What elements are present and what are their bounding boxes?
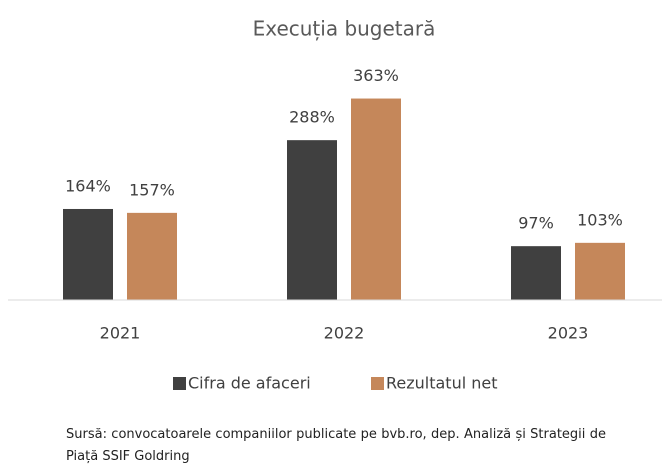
data-label: 157%	[129, 180, 175, 199]
x-tick-label: 2022	[324, 324, 365, 343]
legend-swatch	[173, 377, 186, 390]
chart-title: Execuția bugetară	[253, 17, 436, 41]
x-tick-label: 2023	[548, 324, 589, 343]
legend-swatch	[371, 377, 384, 390]
data-label: 164%	[65, 176, 111, 195]
data-label: 288%	[289, 108, 335, 127]
chart: Execuția bugetară 2021 164% 157% 2022 288% 36…	[8, 17, 662, 393]
data-label: 103%	[577, 210, 623, 229]
bar	[287, 140, 337, 300]
bar	[575, 242, 625, 300]
bar	[63, 208, 113, 300]
bar	[511, 246, 561, 300]
data-label: 363%	[353, 66, 399, 85]
legend-label: Rezultatul net	[386, 374, 498, 393]
bar	[127, 212, 177, 300]
legend-label: Cifra de afaceri	[188, 374, 311, 393]
bar	[351, 98, 401, 300]
x-tick-label: 2021	[100, 324, 141, 343]
source-note: Sursă: convocatoarele companiilor public…	[66, 427, 606, 464]
data-label: 97%	[518, 214, 554, 233]
